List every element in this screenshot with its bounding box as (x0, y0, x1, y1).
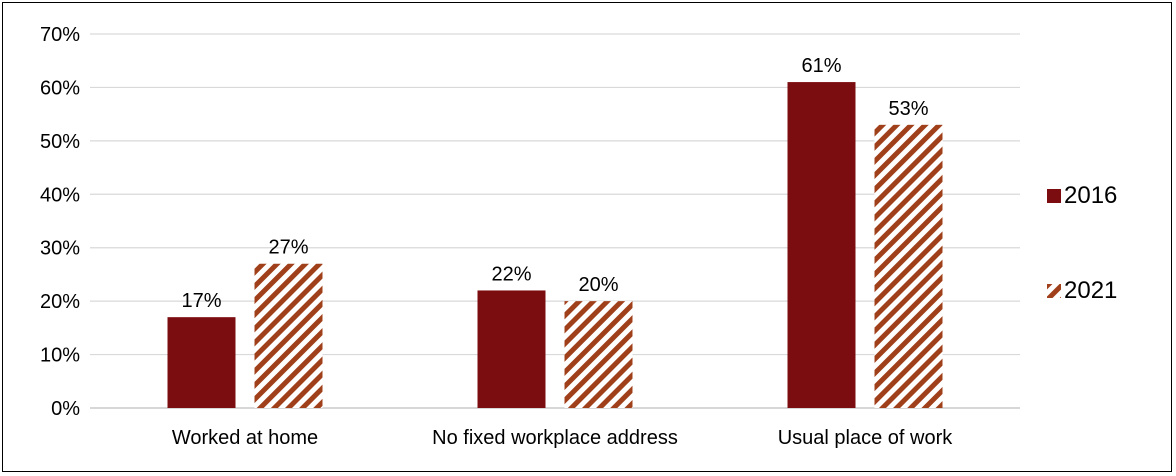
bar-2016 (167, 317, 236, 408)
data-label: 22% (491, 263, 531, 285)
x-axis: Worked at home No fixed workplace address… (172, 427, 953, 449)
bars: 17% 27% 22% 20% 61% 53% (167, 55, 943, 408)
y-tick-label: 40% (40, 184, 80, 206)
y-tick-label: 20% (40, 291, 80, 313)
data-label: 17% (181, 290, 221, 312)
bar-2021 (874, 124, 943, 408)
bar-2016 (787, 82, 856, 408)
y-tick-label: 50% (40, 131, 80, 153)
y-axis: 0% 10% 20% 30% 40% 50% 60% 70% (40, 24, 80, 420)
legend: 2016 2021 (1047, 182, 1117, 304)
y-tick-label: 30% (40, 238, 80, 260)
x-tick-label: Worked at home (172, 427, 318, 449)
y-tick-label: 70% (40, 24, 80, 46)
legend-label: 2021 (1064, 277, 1117, 304)
bar-2021 (564, 301, 633, 408)
legend-swatch-2016 (1047, 189, 1061, 203)
gridlines (90, 33, 1020, 409)
x-tick-label: No fixed workplace address (432, 427, 678, 449)
data-label: 27% (268, 237, 308, 259)
x-tick-label: Usual place of work (778, 427, 954, 449)
legend-label: 2016 (1064, 182, 1117, 209)
y-tick-label: 10% (40, 345, 80, 367)
data-label: 20% (578, 274, 618, 296)
y-tick-label: 60% (40, 77, 80, 99)
bar-2021 (254, 263, 323, 408)
bar-2016 (477, 290, 546, 408)
data-label: 61% (801, 55, 841, 77)
legend-swatch-2021 (1047, 284, 1061, 298)
data-label: 53% (888, 98, 928, 120)
y-tick-label: 0% (51, 398, 80, 420)
